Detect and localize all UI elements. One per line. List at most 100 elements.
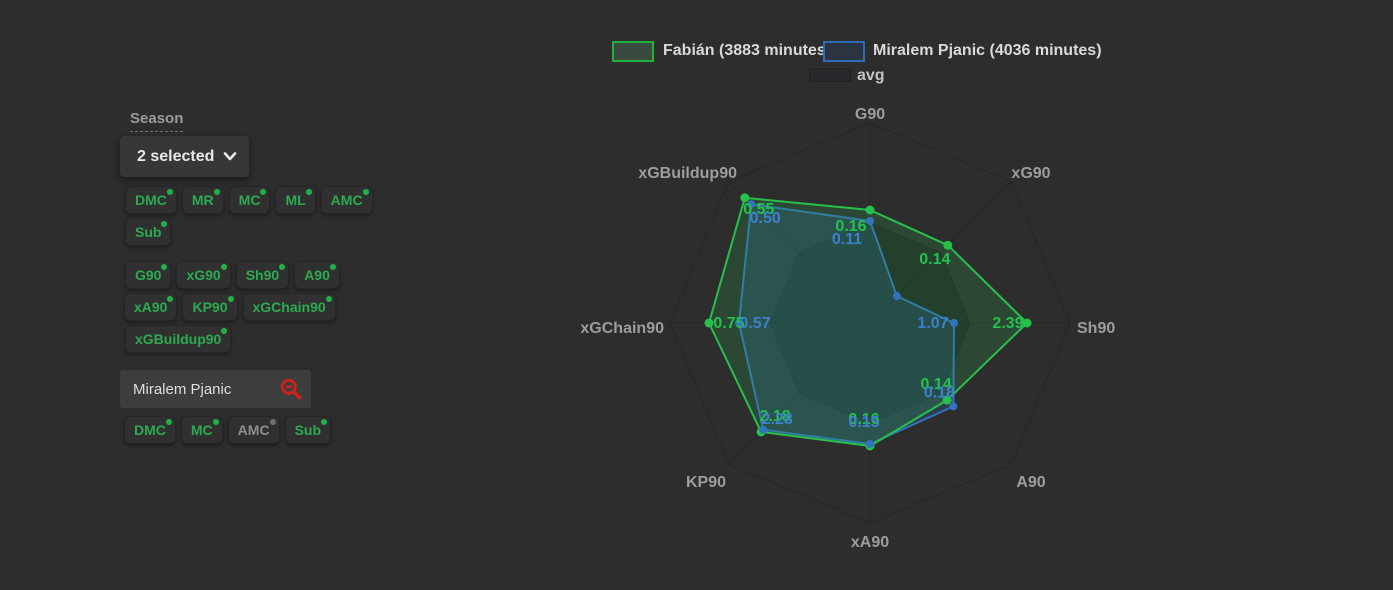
active-dot	[167, 296, 174, 302]
filter-button-amc[interactable]: AMC	[320, 186, 373, 214]
active-dot	[213, 189, 220, 195]
axis-label-xgchain90: xGChain90	[580, 320, 664, 337]
value-label: 0.11	[832, 231, 862, 248]
metric-filters-row2: xA90 KP90 xGChain90	[124, 293, 336, 321]
filter-button-label: Sh90	[245, 267, 280, 283]
filter-button-label: AMC	[330, 192, 363, 208]
data-point-pjanic-g90[interactable]	[866, 217, 874, 225]
value-label: 0.50	[750, 210, 781, 227]
axis-label-kp90: KP90	[686, 474, 726, 491]
filter-button-label: Sub	[135, 224, 162, 240]
legend-label-fabian[interactable]: Fabián (3883 minutes)	[663, 42, 832, 59]
value-label: 0.57	[739, 315, 770, 332]
filter-button-label: Sub	[294, 422, 322, 438]
player1-position-filters-row2: Sub	[125, 218, 172, 246]
axis-label-xg90: xG90	[1011, 165, 1050, 182]
player-search-input[interactable]	[131, 379, 279, 399]
player-search	[120, 370, 311, 408]
filter-button-dmc[interactable]: DMC	[124, 416, 176, 444]
filter-button-xg90[interactable]: xG90	[176, 261, 231, 289]
value-label: 0.18	[924, 384, 955, 401]
data-point-pjanic-kp90[interactable]	[759, 425, 768, 434]
data-point-fabian-xgchain90[interactable]	[704, 318, 714, 328]
filter-button-sh90[interactable]: Sh90	[235, 261, 290, 289]
axis-label-xa90: xA90	[851, 534, 889, 551]
season-label: Season	[130, 110, 184, 132]
legend-label-avg[interactable]: avg	[857, 67, 885, 84]
active-dot	[221, 328, 228, 334]
filter-button-label: xA90	[134, 299, 168, 315]
data-point-pjanic-xa90[interactable]	[866, 440, 874, 448]
filter-button-label: G90	[135, 267, 162, 283]
value-label: 0.14	[919, 251, 950, 268]
active-dot	[362, 189, 369, 195]
axis-label-a90: A90	[1016, 474, 1045, 491]
filter-button-kp90[interactable]: KP90	[182, 293, 238, 321]
filter-button-label: AMC	[237, 422, 270, 438]
radar-outline	[669, 122, 1071, 524]
data-point-pjanic-xg90[interactable]	[892, 292, 901, 301]
filter-button-label: DMC	[134, 422, 166, 438]
active-dot	[165, 419, 172, 425]
filter-button-label: MR	[191, 192, 214, 208]
value-label: 0.14	[921, 376, 952, 393]
data-point-fabian-g90[interactable]	[865, 205, 875, 215]
filter-button-label: ML	[285, 192, 306, 208]
value-label: 0.15	[848, 414, 879, 431]
filter-button-label: DMC	[135, 192, 167, 208]
legend-label-pjanic[interactable]: Miralem Pjanic (4036 minutes)	[873, 42, 1102, 59]
filter-button-sub[interactable]: Sub	[284, 416, 332, 444]
player2-position-filters: DMC MC AMC Sub	[124, 416, 332, 444]
filter-button-mr[interactable]: MR	[181, 186, 224, 214]
active-dot	[161, 264, 168, 270]
season-dropdown-value: 2 selected	[137, 147, 215, 165]
data-point-pjanic-xgchain90[interactable]	[735, 319, 743, 327]
filter-button-xgbuildup90[interactable]: xGBuildup90	[125, 325, 232, 353]
series-polygon-avg	[769, 222, 971, 424]
search-remove-icon[interactable]	[279, 377, 303, 401]
filter-button-mc[interactable]: MC	[228, 186, 271, 214]
metric-filters-row3: xGBuildup90	[125, 325, 232, 353]
data-point-fabian-a90[interactable]	[942, 395, 952, 405]
axis-label-g90: G90	[855, 106, 885, 123]
legend-swatch-pjanic[interactable]	[823, 41, 865, 62]
data-point-pjanic-sh90[interactable]	[950, 319, 958, 327]
data-point-fabian-sh90[interactable]	[1022, 318, 1032, 328]
active-dot	[260, 189, 267, 195]
filter-button-sub[interactable]: Sub	[125, 218, 172, 246]
filter-button-label: MC	[238, 192, 261, 208]
filter-button-mc[interactable]: MC	[180, 416, 223, 444]
data-point-fabian-xg90[interactable]	[943, 240, 953, 250]
active-dot	[305, 189, 312, 195]
value-label: 2.18	[760, 408, 791, 425]
axis-label-sh90: Sh90	[1077, 320, 1115, 337]
legend-swatch-fabian[interactable]	[612, 41, 654, 62]
active-dot	[269, 419, 276, 425]
filter-button-xgchain90[interactable]: xGChain90	[242, 293, 336, 321]
chevron-down-icon	[224, 152, 237, 161]
filter-button-label: xGBuildup90	[135, 331, 222, 347]
value-label: 0.75	[713, 315, 744, 332]
data-point-pjanic-xgbuildup90[interactable]	[747, 200, 756, 209]
filter-button-xa90[interactable]: xA90	[124, 293, 178, 321]
filter-button-dmc[interactable]: DMC	[125, 186, 177, 214]
data-point-fabian-xgbuildup90[interactable]	[740, 193, 750, 203]
legend-swatch-avg[interactable]	[809, 68, 851, 82]
filter-button-label: MC	[190, 422, 213, 438]
active-dot	[227, 296, 234, 302]
active-dot	[329, 264, 336, 270]
filter-button-amc[interactable]: AMC	[227, 416, 280, 444]
filter-button-ml[interactable]: ML	[275, 186, 316, 214]
filter-button-label: A90	[304, 267, 330, 283]
filter-button-label: xG90	[186, 267, 221, 283]
season-dropdown[interactable]: 2 selected	[120, 136, 249, 177]
filter-button-label: KP90	[192, 299, 228, 315]
value-label: 2.28	[762, 411, 793, 428]
data-point-pjanic-a90[interactable]	[949, 402, 958, 411]
filter-button-g90[interactable]: G90	[125, 261, 172, 289]
active-dot	[161, 221, 168, 227]
filter-button-a90[interactable]: A90	[294, 261, 340, 289]
value-label: 0.16	[848, 411, 879, 428]
